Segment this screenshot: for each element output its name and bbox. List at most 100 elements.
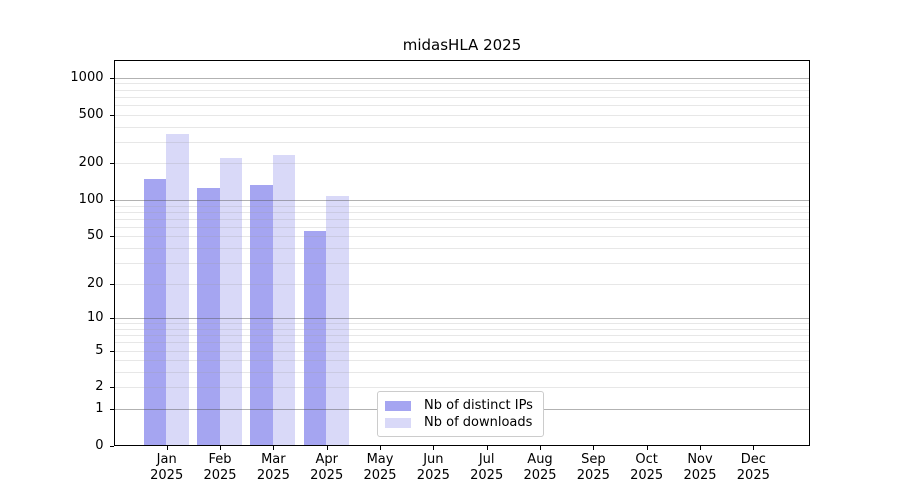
x-tick-mark bbox=[540, 446, 541, 450]
x-tick-label: Aug 2025 bbox=[508, 452, 572, 484]
x-tick-month: Feb bbox=[208, 452, 232, 467]
y-tick-mark bbox=[109, 77, 114, 79]
x-tick-month: Sep bbox=[581, 452, 606, 467]
x-tick-mark bbox=[753, 446, 755, 450]
bar-downloads-jan bbox=[166, 134, 189, 446]
x-tick-month: Apr bbox=[315, 452, 338, 467]
bar-downloads-apr bbox=[326, 195, 349, 446]
minor-gridline bbox=[113, 141, 810, 143]
minor-gridline bbox=[113, 83, 810, 85]
minor-gridline bbox=[113, 323, 810, 325]
minor-gridline bbox=[113, 328, 810, 330]
bar-distinct-ips-jan bbox=[143, 178, 167, 446]
y-tick-mark bbox=[109, 114, 114, 116]
bar-distinct-ips-mar bbox=[250, 185, 273, 446]
minor-gridline bbox=[113, 387, 810, 389]
x-tick-year: 2025 bbox=[363, 468, 397, 483]
minor-gridline bbox=[113, 211, 810, 213]
minor-gridline bbox=[113, 248, 810, 250]
x-tick-mark bbox=[646, 446, 648, 450]
legend-swatch-downloads bbox=[385, 417, 411, 428]
minor-gridline bbox=[113, 335, 810, 337]
y-tick-mark bbox=[109, 163, 114, 165]
x-tick-mark bbox=[326, 446, 328, 450]
legend-item-distinct-ips: Nb of distinct IPs bbox=[385, 398, 536, 413]
x-tick-year: 2025 bbox=[416, 468, 450, 483]
x-tick-year: 2025 bbox=[523, 468, 557, 483]
x-tick-year: 2025 bbox=[683, 468, 717, 483]
y-tick-mark bbox=[109, 350, 114, 352]
minor-gridline bbox=[113, 360, 810, 362]
x-tick-year: 2025 bbox=[256, 468, 290, 483]
legend-swatch-distinct-ips bbox=[385, 400, 411, 411]
minor-gridline bbox=[113, 350, 810, 352]
minor-gridline bbox=[113, 105, 810, 107]
y-tick-label: 100 bbox=[78, 192, 104, 208]
x-tick-label: Jul 2025 bbox=[455, 452, 519, 484]
chart-legend: Nb of distinct IPs Nb of downloads bbox=[377, 391, 544, 437]
minor-gridline bbox=[113, 372, 810, 374]
x-tick-year: 2025 bbox=[470, 468, 504, 483]
minor-gridline bbox=[113, 263, 810, 264]
y-tick-mark bbox=[109, 387, 114, 389]
x-tick-label: Sep 2025 bbox=[561, 452, 625, 484]
x-tick-month: Dec bbox=[740, 452, 766, 467]
x-tick-label: Apr 2025 bbox=[295, 452, 359, 484]
x-tick-mark bbox=[700, 446, 701, 450]
legend-label-downloads: Nb of downloads bbox=[424, 415, 533, 430]
x-tick-year: 2025 bbox=[150, 468, 184, 483]
x-tick-mark bbox=[273, 446, 275, 450]
x-tick-mark bbox=[380, 446, 382, 450]
y-tick-label: 500 bbox=[78, 106, 104, 122]
minor-gridline bbox=[113, 89, 810, 91]
x-tick-label: Mar 2025 bbox=[241, 452, 305, 484]
y-tick-label: 0 bbox=[95, 438, 104, 453]
x-tick-mark bbox=[433, 446, 435, 450]
x-tick-month: Oct bbox=[635, 452, 658, 467]
minor-gridline bbox=[113, 283, 810, 285]
x-tick-year: 2025 bbox=[630, 468, 664, 483]
x-tick-label: Oct 2025 bbox=[615, 452, 679, 484]
y-tick-mark bbox=[109, 200, 114, 202]
x-tick-month: Mar bbox=[261, 452, 286, 467]
x-tick-label: Jun 2025 bbox=[401, 452, 465, 484]
y-tick-label: 20 bbox=[86, 275, 104, 291]
x-tick-month: May bbox=[366, 452, 394, 467]
y-tick-label: 5 bbox=[95, 342, 104, 358]
major-gridline bbox=[113, 318, 810, 320]
y-tick-label: 50 bbox=[86, 228, 104, 244]
minor-gridline bbox=[113, 236, 810, 238]
y-tick-label: 2 bbox=[95, 379, 104, 395]
x-tick-year: 2025 bbox=[203, 468, 237, 483]
major-gridline bbox=[113, 200, 810, 202]
chart-title: midasHLA 2025 bbox=[402, 36, 522, 54]
bar-downloads-feb bbox=[219, 158, 243, 446]
y-tick-label: 1000 bbox=[70, 69, 104, 85]
x-tick-label: Jan 2025 bbox=[135, 452, 199, 484]
minor-gridline bbox=[113, 114, 810, 116]
minor-gridline bbox=[113, 126, 810, 128]
bar-downloads-mar bbox=[272, 154, 296, 446]
x-tick-year: 2025 bbox=[576, 468, 610, 483]
x-tick-label: Dec 2025 bbox=[721, 452, 785, 484]
minor-gridline bbox=[113, 205, 810, 207]
y-tick-mark bbox=[109, 318, 114, 320]
x-tick-month: Jan bbox=[156, 452, 177, 467]
y-tick-label: 1 bbox=[95, 401, 104, 417]
minor-gridline bbox=[113, 163, 810, 165]
minor-gridline bbox=[113, 218, 810, 220]
y-tick-label: 10 bbox=[86, 310, 104, 326]
x-tick-mark bbox=[486, 446, 488, 450]
x-tick-year: 2025 bbox=[736, 468, 770, 483]
x-tick-month: Aug bbox=[527, 452, 553, 467]
y-tick-mark bbox=[109, 446, 114, 447]
minor-gridline bbox=[113, 226, 810, 228]
major-gridline bbox=[113, 77, 810, 79]
x-tick-label: Nov 2025 bbox=[668, 452, 732, 484]
y-tick-mark bbox=[109, 409, 114, 411]
y-tick-mark bbox=[109, 283, 114, 285]
x-tick-mark bbox=[593, 446, 595, 450]
